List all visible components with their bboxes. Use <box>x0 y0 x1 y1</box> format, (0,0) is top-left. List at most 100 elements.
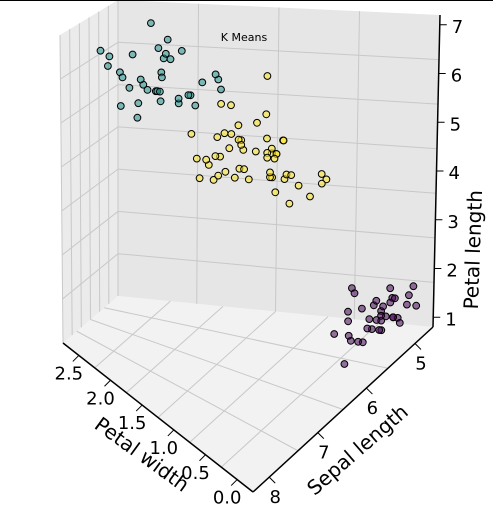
x-tick <box>72 355 80 362</box>
data-point-cluster-2 <box>263 153 272 162</box>
data-point-cluster-1 <box>184 91 193 99</box>
x-tick-label: 0.5 <box>181 463 210 484</box>
data-point-cluster-0 <box>403 300 411 309</box>
y-tick <box>317 432 325 439</box>
data-point-cluster-2 <box>294 181 303 190</box>
data-point-cluster-0 <box>365 315 374 324</box>
data-point-cluster-2 <box>317 170 326 178</box>
data-point-cluster-1 <box>166 55 175 64</box>
floor-pane <box>63 296 433 492</box>
data-point-cluster-1 <box>156 97 165 106</box>
data-point-cluster-2 <box>214 171 223 180</box>
wall-grid-line <box>98 11 101 312</box>
data-point-cluster-2 <box>225 144 234 153</box>
z-tick-label: 6 <box>451 66 462 87</box>
data-point-cluster-0 <box>350 289 359 298</box>
data-point-cluster-1 <box>198 78 207 87</box>
floor-grid-line <box>104 307 389 369</box>
y-axis-line <box>252 326 434 493</box>
x-tick-label: 2.5 <box>55 363 84 384</box>
data-point-cluster-2 <box>279 136 288 145</box>
data-point-cluster-2 <box>195 174 204 183</box>
data-point-cluster-1 <box>134 99 143 108</box>
wall-grid-line <box>61 211 119 256</box>
data-point-cluster-0 <box>409 282 418 291</box>
data-point-cluster-0 <box>372 296 381 305</box>
data-point-cluster-2 <box>237 141 246 149</box>
wall-grid-line <box>61 168 119 212</box>
data-point-cluster-1 <box>158 73 166 82</box>
y-tick <box>366 387 373 395</box>
wall-grid-line <box>78 23 82 328</box>
wall-grid-line <box>88 17 91 320</box>
data-point-cluster-1 <box>133 113 142 122</box>
z-tick-label: 2 <box>446 261 457 282</box>
data-point-cluster-0 <box>389 313 398 322</box>
data-point-cluster-2 <box>244 175 253 184</box>
data-point-cluster-2 <box>287 171 296 180</box>
data-point-cluster-1 <box>96 46 105 55</box>
data-point-cluster-0 <box>344 331 353 340</box>
z-tick-label: 5 <box>450 114 461 135</box>
x-tick-label: 1.5 <box>118 413 147 434</box>
data-point-cluster-2 <box>251 147 260 156</box>
data-point-cluster-1 <box>136 75 145 84</box>
wall-grid-line <box>117 168 437 194</box>
data-point-cluster-2 <box>234 121 243 130</box>
data-point-cluster-1 <box>174 94 183 103</box>
y-tick-label: 8 <box>269 487 280 508</box>
chart-title: K Means <box>221 31 268 44</box>
data-point-cluster-1 <box>125 83 134 92</box>
x-axis-line <box>62 342 254 493</box>
data-point-cluster-2 <box>285 199 294 208</box>
data-point-cluster-0 <box>330 330 339 338</box>
wall-grid-line <box>117 41 440 61</box>
z-tick-label: 4 <box>449 163 460 184</box>
data-point-cluster-1 <box>191 101 200 110</box>
data-point-cluster-2 <box>213 133 222 142</box>
data-point-cluster-0 <box>354 337 363 346</box>
data-point-cluster-2 <box>266 168 274 177</box>
z-tick-label: 1 <box>445 309 456 330</box>
y-tick <box>268 476 276 484</box>
wall-grid-line <box>196 3 199 304</box>
y-tick-label: 5 <box>415 354 426 375</box>
x-tick-label: 0.0 <box>213 488 242 509</box>
wall-grid-line <box>117 253 435 283</box>
wall-grid-line <box>117 84 439 105</box>
data-point-cluster-1 <box>118 73 127 82</box>
y-tick-label: 7 <box>318 443 329 464</box>
data-point-cluster-1 <box>156 87 164 96</box>
data-point-cluster-2 <box>220 129 229 138</box>
data-point-cluster-1 <box>161 49 170 58</box>
data-point-cluster-2 <box>192 154 201 163</box>
data-point-cluster-2 <box>270 154 279 163</box>
data-point-cluster-2 <box>306 192 314 201</box>
data-point-cluster-2 <box>227 101 235 110</box>
data-point-cluster-0 <box>340 360 349 368</box>
wall-grid-line <box>62 253 119 300</box>
data-point-cluster-2 <box>217 100 226 108</box>
data-point-cluster-2 <box>211 152 220 161</box>
y-tick-label: 6 <box>367 398 378 419</box>
data-point-cluster-0 <box>344 317 353 326</box>
data-point-cluster-2 <box>263 134 271 143</box>
wall-grid-line <box>60 41 119 80</box>
data-point-cluster-2 <box>230 173 239 182</box>
data-point-cluster-1 <box>163 35 172 44</box>
data-point-cluster-0 <box>395 319 404 327</box>
data-point-cluster-2 <box>263 72 272 80</box>
z-tick-label: 3 <box>447 212 458 233</box>
top-border <box>0 0 493 1</box>
data-point-cluster-2 <box>187 130 196 138</box>
x-tick <box>199 454 206 462</box>
y-tick <box>414 343 422 350</box>
data-point-cluster-2 <box>271 188 280 197</box>
data-point-cluster-0 <box>344 307 352 316</box>
x-tick <box>167 429 175 437</box>
data-point-cluster-2 <box>253 118 261 127</box>
data-point-cluster-1 <box>105 52 114 61</box>
data-point-cluster-0 <box>391 294 399 303</box>
wall-grid-line <box>117 126 438 150</box>
